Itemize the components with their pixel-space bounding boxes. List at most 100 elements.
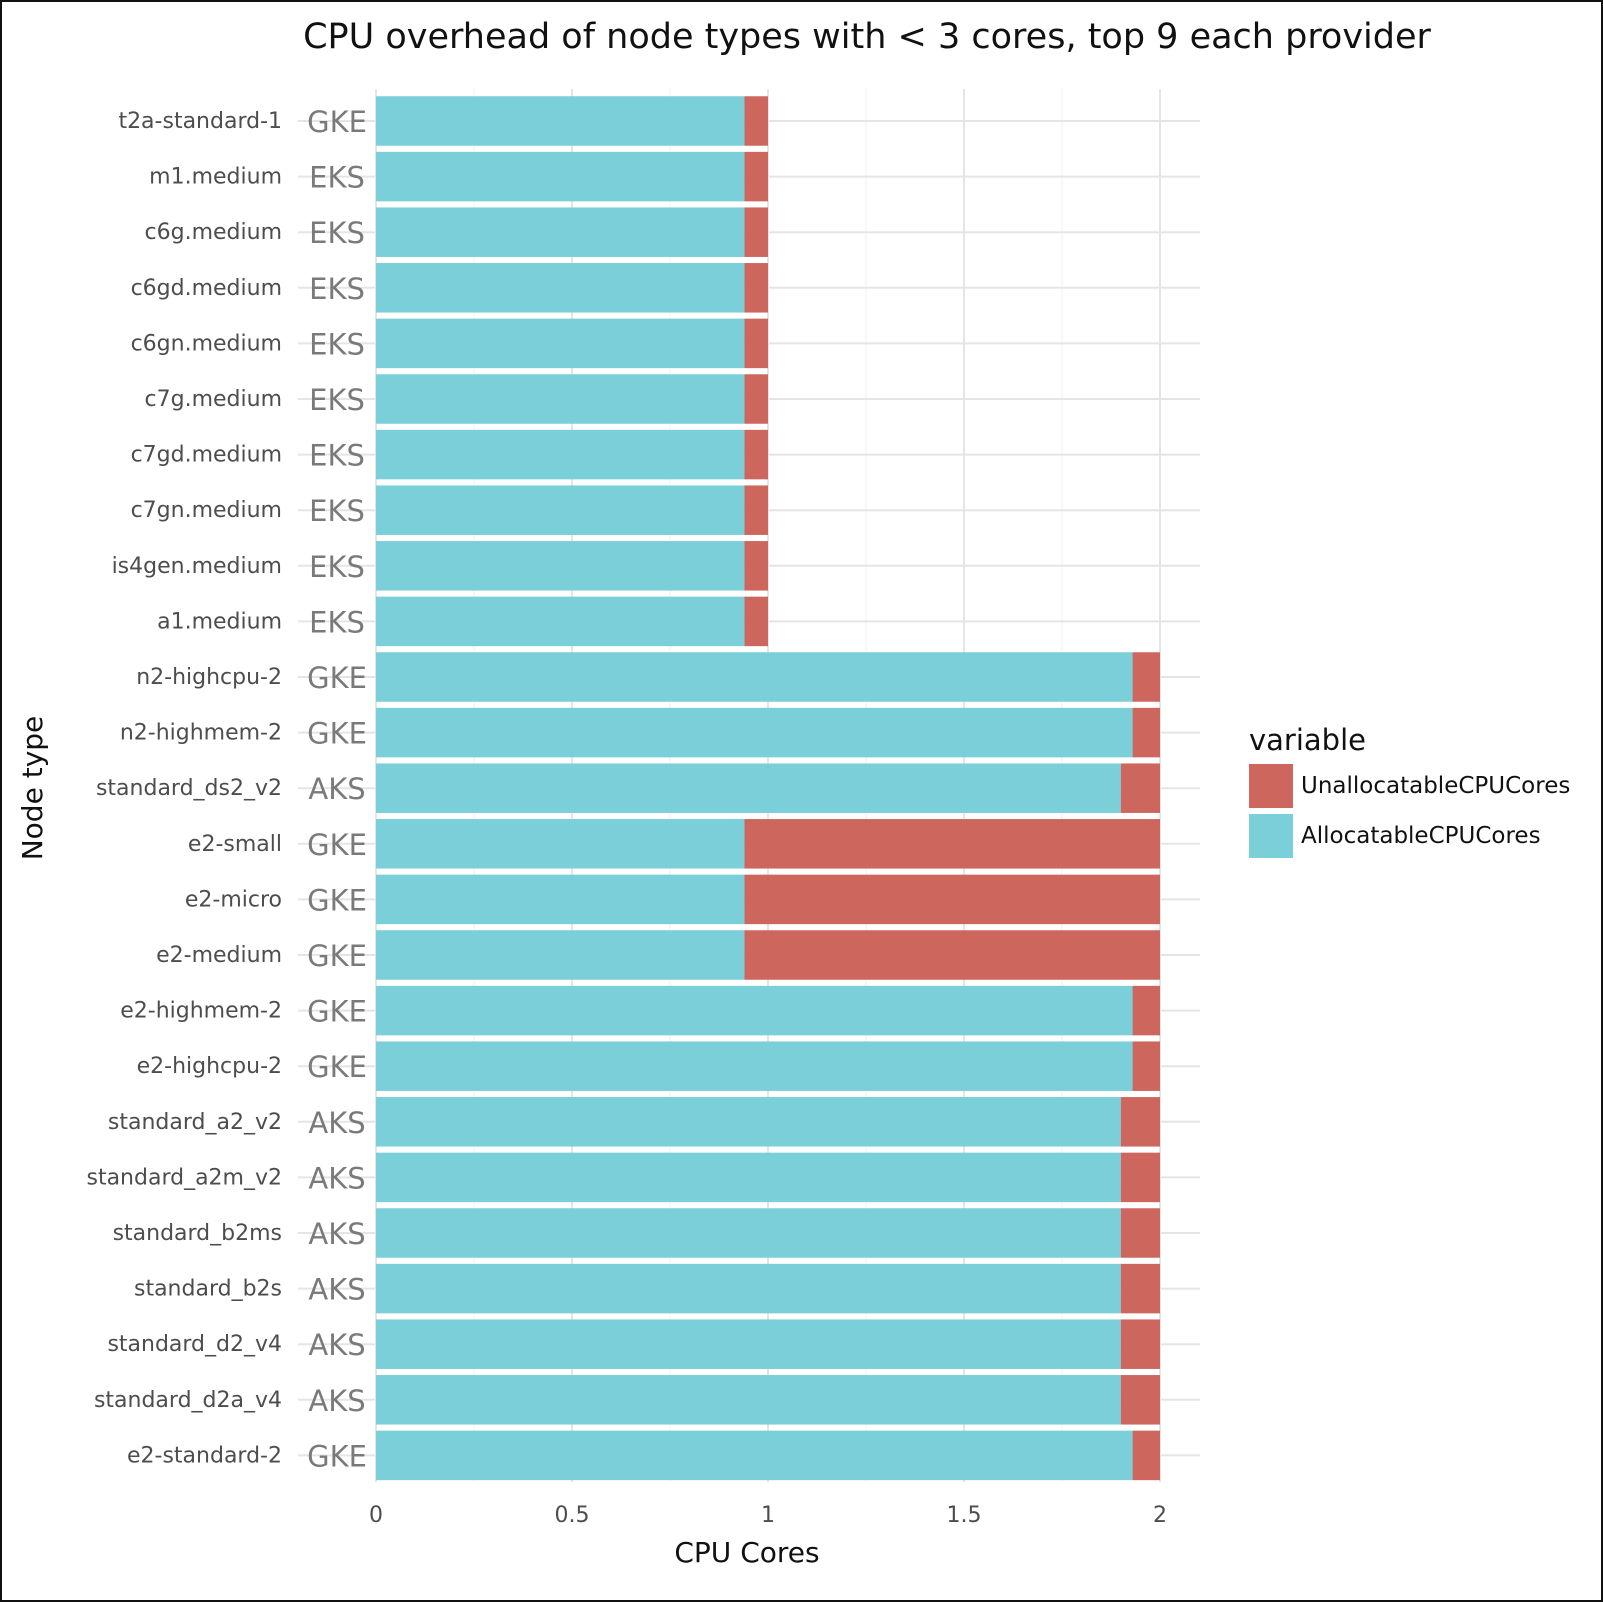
bar-allocatable-c7gn.medium: [376, 485, 745, 535]
y-tick-label: e2-medium: [156, 943, 282, 968]
bar-allocatable-n2-highmem-2: [376, 707, 1133, 758]
bar-unallocatable-e2-micro: [744, 874, 1160, 925]
provider-label: GKE: [307, 105, 367, 139]
bar-unallocatable-standard_b2ms: [1120, 1208, 1160, 1258]
bar-allocatable-standard_d2_v4: [376, 1319, 1121, 1369]
x-axis-title: CPU Cores: [674, 1536, 819, 1569]
bar-allocatable-m1.medium: [376, 151, 745, 202]
provider-label: GKE: [307, 717, 367, 751]
bar-allocatable-n2-highcpu-2: [376, 652, 1133, 702]
provider-label: AKS: [308, 1328, 365, 1362]
bar-allocatable-t2a-standard-1: [376, 96, 745, 146]
y-tick-label: is4gen.medium: [112, 554, 282, 579]
y-tick-label: c6g.medium: [145, 220, 282, 245]
y-tick-label: c7gd.medium: [131, 443, 282, 468]
provider-label: GKE: [307, 883, 367, 917]
bar-allocatable-e2-standard-2: [376, 1430, 1133, 1481]
provider-label: GKE: [307, 995, 367, 1029]
x-tick-label: 0.5: [555, 1503, 590, 1528]
bar-group: [376, 96, 1160, 1481]
x-tick-label: 1: [761, 1503, 775, 1528]
bar-unallocatable-c6g.medium: [744, 207, 768, 257]
bar-unallocatable-standard_d2_v4: [1120, 1319, 1160, 1369]
y-axis-title: Node type: [16, 716, 49, 861]
provider-label: EKS: [309, 383, 365, 417]
bar-unallocatable-c7gd.medium: [744, 429, 768, 480]
y-tick-label: standard_b2s: [134, 1277, 282, 1302]
y-tick-label: c7gn.medium: [131, 498, 282, 523]
provider-label: EKS: [309, 161, 365, 195]
bar-allocatable-standard_a2m_v2: [376, 1152, 1121, 1203]
y-tick-label: a1.medium: [157, 609, 282, 634]
y-tick-label: e2-micro: [185, 887, 282, 912]
bar-unallocatable-e2-small: [744, 819, 1160, 869]
legend-swatch-allocatable: [1249, 814, 1293, 858]
chart-title: CPU overhead of node types with < 3 core…: [303, 17, 1431, 57]
legend-label-allocatable: AllocatableCPUCores: [1301, 823, 1541, 849]
bar-unallocatable-e2-medium: [744, 930, 1160, 980]
bar-allocatable-e2-small: [376, 819, 745, 869]
bar-unallocatable-a1.medium: [744, 596, 768, 647]
bar-allocatable-e2-highcpu-2: [376, 1041, 1133, 1091]
provider-label: AKS: [308, 1384, 365, 1418]
bar-allocatable-c7g.medium: [376, 374, 745, 424]
y-tick-label: c7g.medium: [145, 387, 282, 412]
provider-label: GKE: [307, 1439, 367, 1473]
y-tick-label: e2-highcpu-2: [137, 1054, 282, 1079]
legend-label-unallocatable: UnallocatableCPUCores: [1301, 773, 1570, 799]
bar-allocatable-a1.medium: [376, 596, 745, 647]
x-tick-label: 0: [369, 1503, 383, 1528]
legend-title: variable: [1249, 723, 1366, 757]
bar-allocatable-standard_ds2_v2: [376, 763, 1121, 813]
y-tick-label: standard_d2_v4: [107, 1332, 282, 1357]
legend-swatch-unallocatable: [1249, 764, 1293, 808]
y-tick-label: standard_ds2_v2: [96, 776, 282, 801]
provider-label: GKE: [307, 1050, 367, 1084]
provider-label: EKS: [309, 550, 365, 584]
y-tick-label: standard_a2m_v2: [86, 1165, 282, 1190]
bar-unallocatable-standard_b2s: [1120, 1263, 1160, 1314]
provider-label: EKS: [309, 494, 365, 528]
bar-unallocatable-c6gn.medium: [744, 318, 768, 369]
y-tick-label: standard_a2_v2: [108, 1110, 282, 1135]
y-tick-label: n2-highmem-2: [120, 721, 282, 746]
provider-label: GKE: [307, 661, 367, 695]
bar-unallocatable-n2-highcpu-2: [1132, 652, 1160, 702]
bar-unallocatable-standard_a2m_v2: [1120, 1152, 1160, 1203]
provider-label: EKS: [309, 272, 365, 306]
x-tick-label: 1.5: [947, 1503, 982, 1528]
y-tick-label: t2a-standard-1: [118, 109, 282, 134]
y-tick-label: m1.medium: [149, 165, 282, 190]
provider-label: EKS: [309, 216, 365, 250]
bar-unallocatable-standard_ds2_v2: [1120, 763, 1160, 813]
provider-label: EKS: [309, 605, 365, 639]
y-tick-label: n2-highcpu-2: [136, 665, 282, 690]
x-tick-label: 2: [1153, 1503, 1167, 1528]
bar-allocatable-e2-medium: [376, 930, 745, 980]
legend: variable UnallocatableCPUCores Allocatab…: [1249, 723, 1570, 858]
bar-unallocatable-e2-standard-2: [1132, 1430, 1160, 1481]
provider-label: AKS: [308, 1161, 365, 1195]
bar-allocatable-c6gd.medium: [376, 263, 745, 313]
y-tick-label: standard_b2ms: [113, 1221, 282, 1246]
bar-unallocatable-standard_d2a_v4: [1120, 1375, 1160, 1425]
provider-label: GKE: [307, 828, 367, 862]
bar-unallocatable-c7gn.medium: [744, 485, 768, 535]
y-tick-label: c6gn.medium: [131, 331, 282, 356]
bar-allocatable-e2-highmem-2: [376, 985, 1133, 1036]
bar-unallocatable-is4gen.medium: [744, 541, 768, 591]
y-tick-label: e2-highmem-2: [120, 999, 282, 1024]
x-axis-ticks: 0 0.5 1 1.5 2: [369, 1503, 1167, 1528]
bar-unallocatable-e2-highmem-2: [1132, 985, 1160, 1036]
bar-unallocatable-e2-highcpu-2: [1132, 1041, 1160, 1091]
provider-label: AKS: [308, 1273, 365, 1307]
y-axis-ticks: t2a-standard-1 GKE m1.medium EKS c6g.medium E…: [86, 105, 366, 1473]
provider-label: EKS: [309, 327, 365, 361]
bar-unallocatable-t2a-standard-1: [744, 96, 768, 146]
bar-allocatable-is4gen.medium: [376, 541, 745, 591]
bar-unallocatable-m1.medium: [744, 151, 768, 202]
bar-allocatable-c6gn.medium: [376, 318, 745, 369]
provider-label: AKS: [308, 772, 365, 806]
